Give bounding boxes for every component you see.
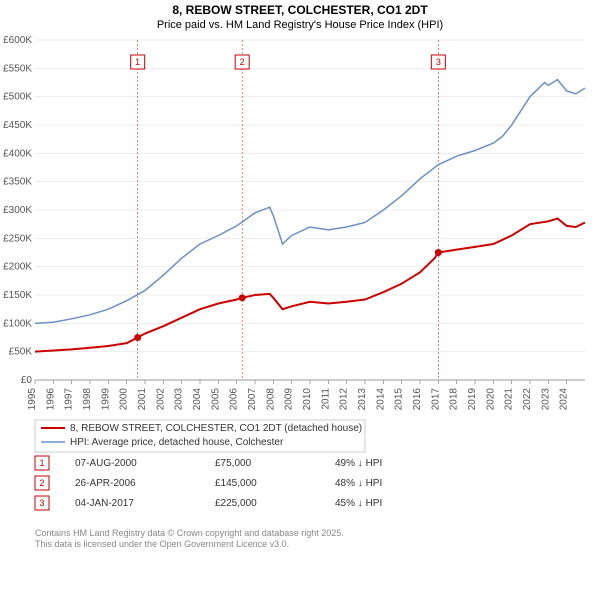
x-tick-label: 2011 <box>320 388 331 410</box>
y-tick-label: £300K <box>3 205 32 216</box>
y-tick-label: £200K <box>3 262 32 273</box>
x-tick-label: 2024 <box>559 388 570 411</box>
x-tick-label: 2009 <box>284 388 295 411</box>
footer-line2: This data is licensed under the Open Gov… <box>35 539 289 549</box>
legend-label: HPI: Average price, detached house, Colc… <box>70 437 284 448</box>
table-price: £75,000 <box>215 458 252 469</box>
table-delta: 45% ↓ HPI <box>335 498 382 509</box>
y-tick-label: £400K <box>3 148 32 159</box>
title-line2: Price paid vs. HM Land Registry's House … <box>157 19 443 31</box>
table-delta: 48% ↓ HPI <box>335 478 382 489</box>
x-tick-label: 2005 <box>210 388 221 411</box>
sale-point <box>134 334 141 341</box>
table-date: 04-JAN-2017 <box>75 498 134 509</box>
y-tick-label: £0 <box>21 375 33 386</box>
table-marker-id: 3 <box>39 498 44 508</box>
title-line1: 8, REBOW STREET, COLCHESTER, CO1 2DT <box>172 3 428 17</box>
x-tick-label: 2000 <box>119 388 130 411</box>
x-tick-label: 1997 <box>64 388 75 411</box>
sale-point <box>435 249 442 256</box>
footer-line1: Contains HM Land Registry data © Crown c… <box>35 528 344 538</box>
x-tick-label: 2023 <box>540 388 551 411</box>
x-tick-label: 2013 <box>357 388 368 411</box>
x-tick-label: 2006 <box>229 388 240 411</box>
x-tick-label: 2014 <box>375 388 386 411</box>
x-tick-label: 1995 <box>27 388 38 411</box>
y-tick-label: £100K <box>3 318 32 329</box>
x-tick-label: 2001 <box>137 388 148 411</box>
table-date: 07-AUG-2000 <box>75 458 137 469</box>
x-tick-label: 2020 <box>485 388 496 411</box>
x-tick-label: 2021 <box>504 388 515 411</box>
sale-point <box>239 294 246 301</box>
x-tick-label: 2012 <box>339 388 350 411</box>
table-date: 26-APR-2006 <box>75 478 136 489</box>
chart-svg: 8, REBOW STREET, COLCHESTER, CO1 2DT Pric… <box>0 0 600 590</box>
y-tick-label: £600K <box>3 35 32 46</box>
y-tick-label: £250K <box>3 233 32 244</box>
x-tick-label: 2004 <box>192 388 203 411</box>
x-tick-label: 2015 <box>394 388 405 411</box>
y-tick-label: £550K <box>3 63 32 74</box>
y-tick-label: £450K <box>3 120 32 131</box>
y-tick-label: £350K <box>3 177 32 188</box>
x-tick-label: 2022 <box>522 388 533 411</box>
x-tick-label: 2008 <box>265 388 276 411</box>
x-tick-label: 2018 <box>449 388 460 411</box>
x-tick-label: 2007 <box>247 388 258 411</box>
y-tick-label: £50K <box>9 347 33 358</box>
y-tick-label: £150K <box>3 290 32 301</box>
x-tick-label: 2002 <box>155 388 166 411</box>
x-tick-label: 1999 <box>100 388 111 411</box>
table-marker-id: 2 <box>39 478 44 488</box>
x-tick-label: 2003 <box>174 388 185 411</box>
x-tick-label: 2019 <box>467 388 478 411</box>
marker-id: 3 <box>436 57 441 67</box>
marker-id: 2 <box>240 57 245 67</box>
x-tick-label: 2016 <box>412 388 423 411</box>
marker-id: 1 <box>135 57 140 67</box>
x-tick-label: 1996 <box>45 388 56 411</box>
x-tick-label: 2010 <box>302 388 313 411</box>
x-tick-label: 2017 <box>430 388 441 411</box>
x-tick-label: 1998 <box>82 388 93 411</box>
table-price: £145,000 <box>215 478 257 489</box>
table-delta: 49% ↓ HPI <box>335 458 382 469</box>
table-price: £225,000 <box>215 498 257 509</box>
chart-container: 8, REBOW STREET, COLCHESTER, CO1 2DT Pric… <box>0 0 600 590</box>
table-marker-id: 1 <box>39 458 44 468</box>
legend-label: 8, REBOW STREET, COLCHESTER, CO1 2DT (de… <box>70 423 362 434</box>
series-hpi <box>35 80 585 324</box>
y-tick-label: £500K <box>3 92 32 103</box>
